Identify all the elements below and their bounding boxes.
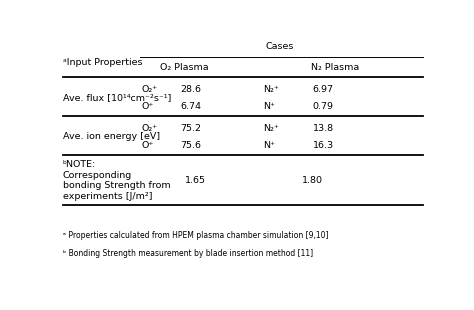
Text: 13.8: 13.8 [313,124,334,133]
Text: 6.74: 6.74 [181,102,201,111]
Text: O⁺: O⁺ [142,102,154,111]
Text: Cases: Cases [265,42,294,51]
Text: 6.97: 6.97 [313,85,334,94]
Text: N⁺: N⁺ [263,141,275,150]
Text: ᵃInput Properties: ᵃInput Properties [63,58,142,67]
Text: 28.6: 28.6 [181,85,201,94]
Text: ᵇ Bonding Strength measurement by blade insertion method [11]: ᵇ Bonding Strength measurement by blade … [63,249,313,258]
Text: Ave. flux [10¹⁴cm⁻²s⁻¹]: Ave. flux [10¹⁴cm⁻²s⁻¹] [63,94,171,103]
Text: Ave. ion energy [eV]: Ave. ion energy [eV] [63,132,160,141]
Text: ᵃ Properties calculated from HPEM plasma chamber simulation [9,10]: ᵃ Properties calculated from HPEM plasma… [63,231,328,240]
Text: 0.79: 0.79 [313,102,334,111]
Text: 1.65: 1.65 [185,176,206,185]
Text: O₂⁺: O₂⁺ [142,124,158,133]
Text: O⁺: O⁺ [142,141,154,150]
Text: N₂⁺: N₂⁺ [263,85,279,94]
Text: N₂ Plasma: N₂ Plasma [310,63,359,72]
Text: 75.6: 75.6 [181,141,201,150]
Text: O₂⁺: O₂⁺ [142,85,158,94]
Text: 16.3: 16.3 [313,141,334,150]
Text: N₂⁺: N₂⁺ [263,124,279,133]
Text: 75.2: 75.2 [181,124,201,133]
Text: ᵇNOTE:
Corresponding
bonding Strength from
experiments [J/m²]: ᵇNOTE: Corresponding bonding Strength fr… [63,160,171,201]
Text: 1.80: 1.80 [302,176,323,185]
Text: O₂ Plasma: O₂ Plasma [160,63,209,72]
Text: N⁺: N⁺ [263,102,275,111]
